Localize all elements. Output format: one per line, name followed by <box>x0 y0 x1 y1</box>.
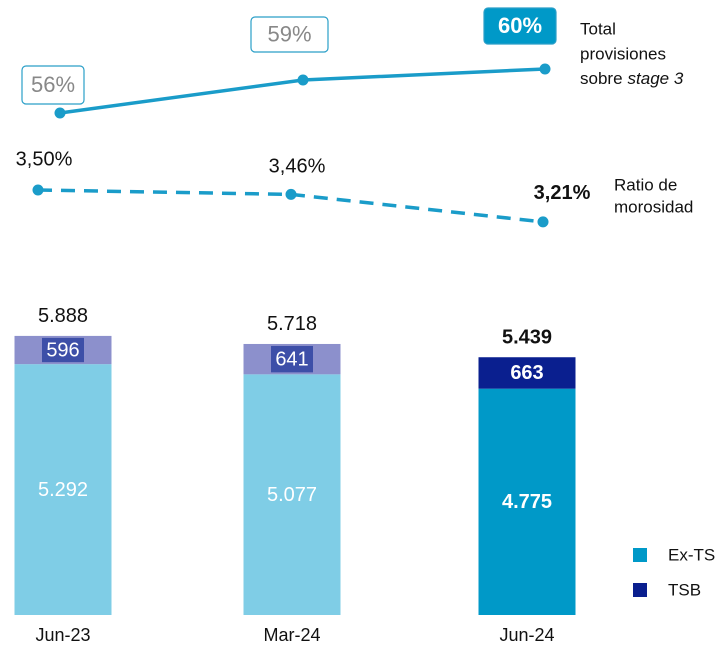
bar-segment <box>478 388 576 615</box>
line-label: 3,21% <box>534 182 591 204</box>
legend-label: Ex-TS <box>668 545 715 564</box>
total-label: 5.888 <box>38 305 88 327</box>
legend-swatch <box>633 548 647 562</box>
line-label: 3,50% <box>16 148 73 170</box>
bar-segment <box>14 364 112 615</box>
bar-label: 5.292 <box>38 479 88 501</box>
x-tick-label: Jun-23 <box>35 625 90 645</box>
series-name-part: stage 3 <box>628 69 684 88</box>
bar-label: 596 <box>46 339 79 361</box>
legend-label: TSB <box>668 580 701 599</box>
x-tick-label: Mar-24 <box>263 625 320 645</box>
line-point <box>54 107 66 119</box>
bar-segment <box>478 357 576 389</box>
bar-label: 5.077 <box>267 484 317 506</box>
series-name: provisiones <box>580 44 666 63</box>
line-point <box>537 216 549 228</box>
series-name: Ratio de <box>614 175 677 194</box>
line-point <box>285 188 297 200</box>
label-box <box>483 7 557 45</box>
label-box <box>21 65 85 105</box>
series-name-part: sobre <box>580 69 623 88</box>
line-label: 56% <box>31 72 75 97</box>
bar-label: 641 <box>275 348 308 370</box>
series-name: sobre stage 3 <box>580 69 684 88</box>
line-point <box>32 184 44 196</box>
line-point <box>297 74 309 86</box>
label-box <box>250 16 329 53</box>
x-tick-label: Jun-24 <box>499 625 554 645</box>
bar-segment <box>243 374 341 615</box>
line-label: 59% <box>267 21 311 46</box>
series-name: Total <box>580 19 616 38</box>
total-label: 5.718 <box>267 313 317 335</box>
label-box <box>271 345 313 373</box>
bar-label: 4.775 <box>502 491 552 513</box>
line-point <box>539 63 551 75</box>
line-label: 3,46% <box>269 156 326 178</box>
legend-swatch <box>633 583 647 597</box>
bar-label: 663 <box>510 362 543 384</box>
total-label: 5.439 <box>502 327 552 349</box>
label-box <box>42 337 84 363</box>
series-name: morosidad <box>614 197 693 216</box>
line-label: 60% <box>498 13 542 38</box>
